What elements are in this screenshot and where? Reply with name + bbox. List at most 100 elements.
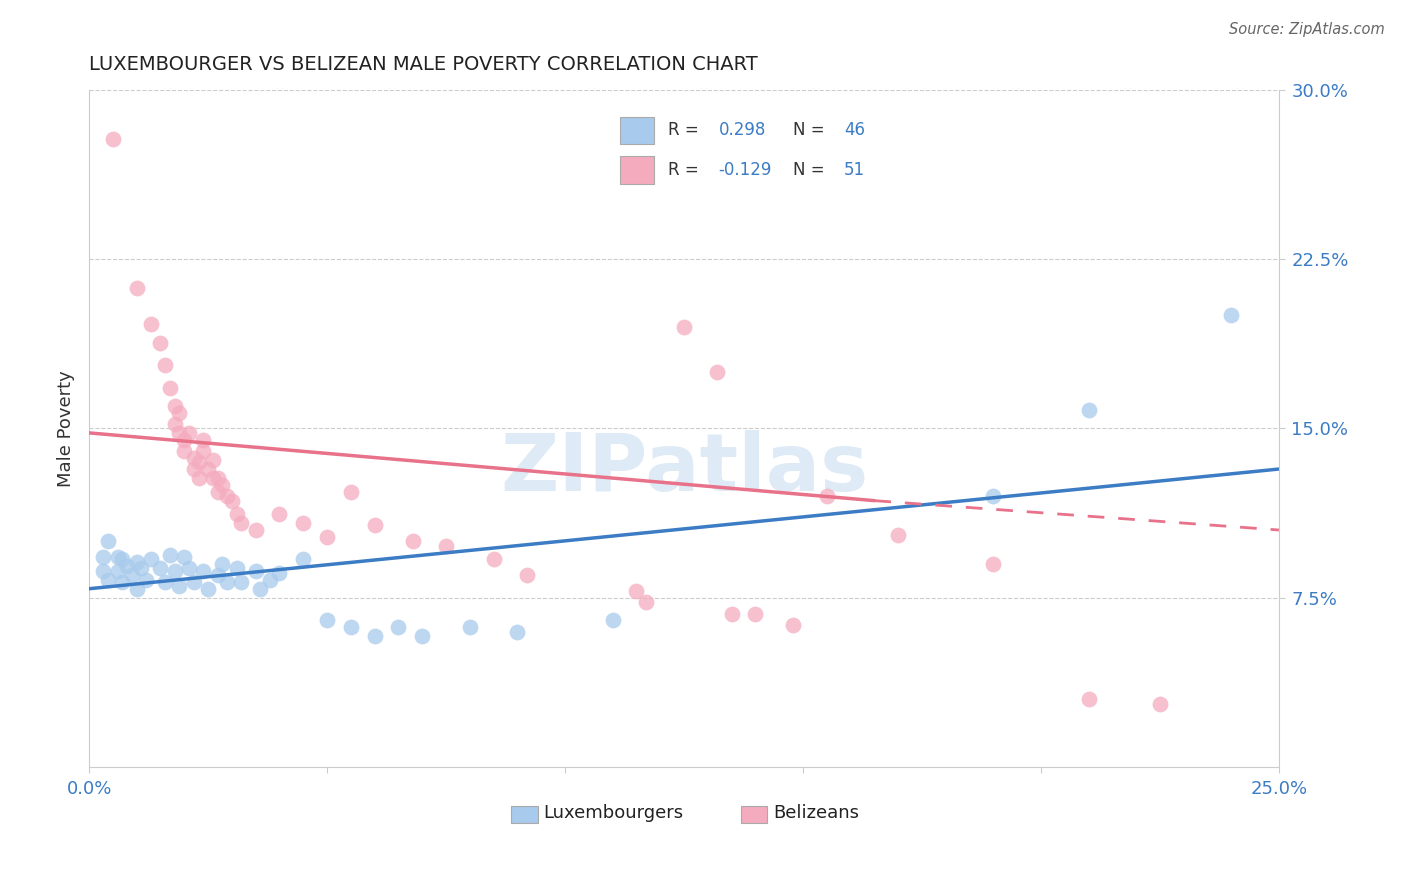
- Point: [97, 573, 120, 587]
- Point: [602, 613, 624, 627]
- Point: [193, 433, 215, 447]
- Point: [169, 579, 191, 593]
- Point: [201, 471, 224, 485]
- Point: [506, 624, 529, 639]
- Point: [139, 552, 162, 566]
- Point: [125, 582, 148, 596]
- Point: [983, 489, 1005, 503]
- Point: [259, 573, 281, 587]
- Point: [169, 406, 191, 420]
- Point: [744, 607, 766, 621]
- Point: [159, 548, 181, 562]
- Point: [169, 425, 191, 440]
- Point: [121, 568, 143, 582]
- Point: [163, 399, 186, 413]
- Point: [782, 618, 804, 632]
- Point: [363, 629, 385, 643]
- Point: [101, 132, 124, 146]
- Point: [402, 534, 425, 549]
- Point: [231, 574, 253, 589]
- Point: [93, 550, 115, 565]
- Point: [983, 557, 1005, 571]
- Point: [97, 534, 120, 549]
- Point: [249, 582, 271, 596]
- Point: [340, 620, 363, 634]
- Point: [225, 507, 247, 521]
- Point: [217, 489, 239, 503]
- Point: [155, 358, 177, 372]
- Point: [706, 365, 728, 379]
- Point: [183, 574, 205, 589]
- Point: [149, 335, 172, 350]
- Point: [139, 318, 162, 332]
- Point: [221, 493, 243, 508]
- Point: [245, 523, 267, 537]
- Point: [125, 281, 148, 295]
- Point: [292, 516, 315, 531]
- Point: [458, 620, 481, 634]
- Point: [626, 584, 648, 599]
- Point: [183, 450, 205, 465]
- Point: [269, 507, 291, 521]
- Point: [193, 564, 215, 578]
- Point: [107, 564, 129, 578]
- Point: [163, 564, 186, 578]
- Point: [187, 455, 209, 469]
- Point: [340, 484, 363, 499]
- Point: [292, 552, 315, 566]
- FancyBboxPatch shape: [741, 805, 768, 822]
- Point: [135, 573, 157, 587]
- Point: [107, 550, 129, 565]
- Point: [225, 561, 247, 575]
- Point: [672, 319, 695, 334]
- Text: Belizeans: Belizeans: [773, 805, 859, 822]
- Point: [155, 574, 177, 589]
- Point: [245, 564, 267, 578]
- Point: [207, 471, 229, 485]
- Point: [193, 444, 215, 458]
- Point: [201, 453, 224, 467]
- Point: [1077, 403, 1099, 417]
- Point: [411, 629, 433, 643]
- Point: [269, 566, 291, 580]
- Point: [1220, 309, 1243, 323]
- Point: [93, 564, 115, 578]
- Point: [634, 595, 657, 609]
- Point: [1077, 692, 1099, 706]
- Point: [163, 417, 186, 431]
- FancyBboxPatch shape: [512, 805, 537, 822]
- Point: [434, 539, 457, 553]
- Text: LUXEMBOURGER VS BELIZEAN MALE POVERTY CORRELATION CHART: LUXEMBOURGER VS BELIZEAN MALE POVERTY CO…: [89, 55, 758, 74]
- Point: [197, 582, 219, 596]
- Point: [207, 568, 229, 582]
- Point: [887, 527, 910, 541]
- Point: [720, 607, 742, 621]
- Point: [183, 462, 205, 476]
- Text: Luxembourgers: Luxembourgers: [544, 805, 683, 822]
- Point: [159, 381, 181, 395]
- Point: [111, 552, 134, 566]
- Point: [115, 559, 138, 574]
- Point: [177, 425, 200, 440]
- Point: [173, 550, 195, 565]
- Point: [387, 620, 409, 634]
- Point: [187, 471, 209, 485]
- Point: [125, 555, 148, 569]
- Point: [211, 557, 233, 571]
- Point: [111, 574, 134, 589]
- Point: [1149, 697, 1171, 711]
- Point: [231, 516, 253, 531]
- Text: ZIPatlas: ZIPatlas: [501, 430, 868, 508]
- Point: [316, 613, 339, 627]
- Point: [197, 462, 219, 476]
- Y-axis label: Male Poverty: Male Poverty: [58, 370, 75, 487]
- Point: [131, 561, 153, 575]
- Point: [149, 561, 172, 575]
- Point: [316, 530, 339, 544]
- Point: [815, 489, 838, 503]
- Point: [173, 433, 195, 447]
- Point: [207, 484, 229, 499]
- Point: [173, 444, 195, 458]
- Point: [177, 561, 200, 575]
- Point: [482, 552, 505, 566]
